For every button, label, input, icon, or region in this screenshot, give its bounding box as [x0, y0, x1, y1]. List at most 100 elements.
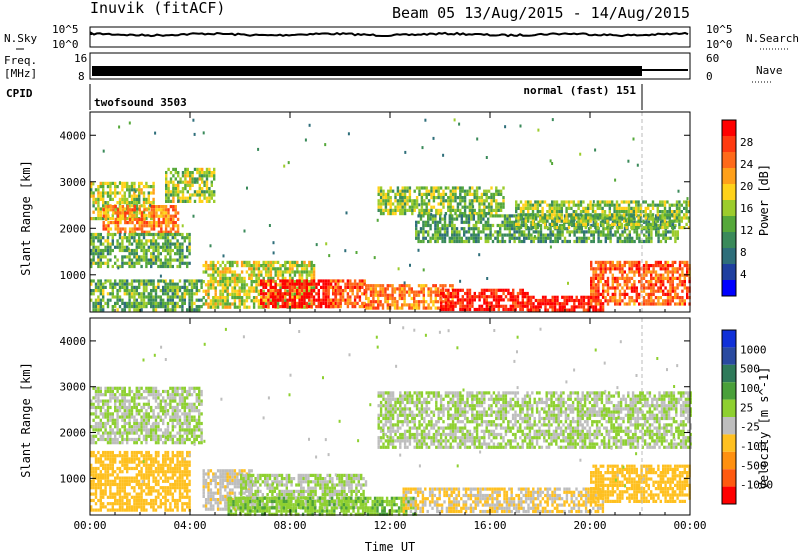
data-cell	[95, 217, 97, 220]
data-cell	[542, 299, 544, 302]
data-cell	[155, 205, 157, 208]
data-cell	[342, 299, 344, 302]
data-cell	[478, 305, 480, 308]
data-cell	[514, 298, 516, 301]
data-cell	[611, 223, 613, 226]
data-cell	[573, 223, 575, 226]
data-cell	[404, 193, 406, 196]
data-cell	[370, 300, 372, 303]
data-cell	[174, 252, 176, 255]
data-cell	[143, 198, 145, 201]
data-cell	[150, 283, 152, 286]
data-cell	[582, 200, 584, 203]
data-cell	[542, 296, 544, 299]
data-cell	[451, 218, 453, 221]
data-cell	[178, 200, 180, 203]
data-cell	[114, 403, 116, 406]
data-cell	[95, 299, 97, 302]
data-cell	[549, 207, 551, 210]
data-cell	[199, 177, 201, 180]
data-cell	[356, 295, 358, 298]
data-cell	[573, 240, 575, 243]
data-cell	[150, 292, 152, 295]
data-cell	[162, 292, 164, 295]
data-cell	[155, 243, 157, 246]
data-cell	[282, 302, 284, 305]
data-cell	[272, 264, 274, 267]
data-cell	[534, 207, 536, 210]
data-cell	[565, 207, 567, 210]
data-cell	[138, 425, 140, 428]
data-cell	[627, 160, 629, 163]
data-cell	[330, 283, 332, 286]
data-cell	[556, 299, 558, 302]
data-cell	[619, 293, 621, 296]
data-cell	[587, 207, 589, 210]
data-cell	[229, 306, 231, 309]
data-cell	[213, 200, 215, 203]
data-cell	[346, 211, 348, 214]
data-cell	[122, 205, 124, 208]
data-cell	[519, 308, 521, 311]
data-cell	[442, 295, 444, 298]
data-cell	[613, 210, 615, 213]
data-cell	[469, 305, 471, 308]
data-cell	[97, 207, 99, 210]
data-cell	[301, 270, 303, 273]
data-cell	[282, 270, 284, 273]
data-cell	[296, 289, 298, 292]
data-cell	[100, 308, 102, 311]
data-cell	[497, 224, 499, 227]
data-cell	[198, 308, 200, 311]
data-cell	[411, 303, 413, 306]
data-cell	[191, 302, 193, 305]
data-cell	[633, 274, 635, 277]
data-cell	[462, 206, 464, 209]
data-cell	[559, 309, 561, 312]
data-cell	[540, 299, 542, 302]
data-cell	[595, 309, 597, 312]
data-cell	[92, 406, 94, 409]
data-cell	[121, 279, 123, 282]
data-cell	[109, 419, 111, 422]
data-cell	[601, 210, 603, 213]
data-cell	[291, 264, 293, 267]
data-cell	[590, 283, 592, 286]
data-cell	[157, 305, 159, 308]
data-cell	[370, 307, 372, 310]
data-cell	[490, 295, 492, 298]
data-cell	[679, 274, 681, 277]
data-cell	[131, 182, 133, 185]
data-cell	[441, 234, 443, 237]
data-cell	[126, 441, 128, 444]
data-cell	[172, 221, 174, 224]
data-cell	[181, 292, 183, 295]
data-cell	[140, 305, 142, 308]
data-cell	[423, 268, 425, 271]
data-cell	[186, 286, 188, 289]
data-cell	[100, 438, 102, 441]
data-cell	[227, 283, 229, 286]
data-cell	[222, 270, 224, 273]
data-cell	[107, 279, 109, 282]
data-cell	[100, 217, 102, 220]
data-cell	[447, 186, 449, 189]
data-cell	[517, 216, 519, 219]
data-cell	[427, 221, 429, 224]
data-cell	[181, 236, 183, 239]
data-cell	[188, 292, 190, 295]
data-cell	[664, 213, 666, 216]
data-cell	[404, 212, 406, 215]
data-cell	[215, 277, 217, 280]
data-cell	[253, 299, 255, 302]
data-cell	[439, 227, 441, 230]
data-cell	[511, 227, 513, 230]
data-cell	[97, 204, 99, 207]
data-cell	[128, 262, 130, 265]
data-cell	[246, 293, 248, 296]
data-cell	[129, 208, 131, 211]
data-cell	[328, 286, 330, 289]
data-cell	[301, 274, 303, 277]
data-cell	[454, 196, 456, 199]
data-cell	[418, 300, 420, 303]
